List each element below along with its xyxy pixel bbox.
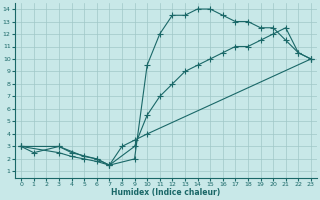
X-axis label: Humidex (Indice chaleur): Humidex (Indice chaleur) <box>111 188 221 197</box>
